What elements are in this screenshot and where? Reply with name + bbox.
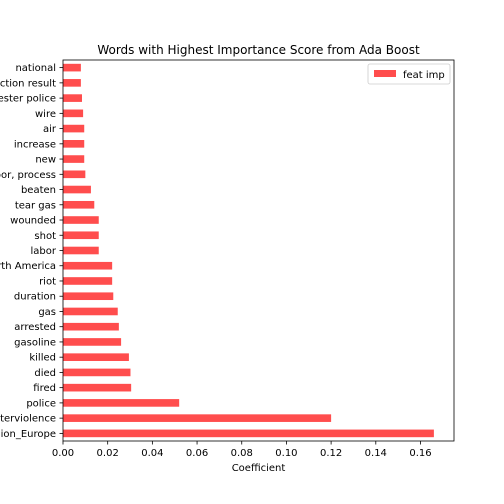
- y-tick-label: shot: [34, 231, 56, 242]
- y-tick-label: new: [35, 155, 56, 166]
- y-tick-label: election result: [0, 78, 56, 89]
- x-tick-label: 0.04: [141, 448, 163, 459]
- bars-group: [63, 63, 434, 438]
- bar: [63, 216, 99, 224]
- bar: [63, 63, 81, 72]
- y-tick-label: protesterviolence: [0, 414, 56, 425]
- x-tick-label: 0.12: [320, 448, 342, 459]
- bar: [63, 124, 85, 133]
- y-tick-label: wounded: [10, 216, 56, 227]
- y-tick-label: region_North America: [0, 261, 56, 272]
- bar: [63, 170, 86, 179]
- x-tick-label: 0.14: [365, 448, 387, 459]
- bar: [63, 322, 119, 331]
- y-tick-label: gasoline: [14, 337, 56, 348]
- y-tick-label: region_Europe: [0, 429, 56, 440]
- bar: [63, 231, 99, 240]
- bar: [63, 109, 84, 118]
- x-axis-ticks: 0.00 0.02 0.04 0.06 0.08 0.10 0.12 0.14 0.16: [52, 441, 432, 459]
- y-tick-label: duration: [14, 292, 56, 303]
- bar: [63, 399, 180, 407]
- y-tick-label: protester police: [0, 94, 56, 105]
- y-tick-label: killed: [29, 353, 56, 364]
- x-tick-label: 0.00: [52, 448, 74, 459]
- bar: [63, 383, 132, 392]
- y-tick-label: riot: [39, 276, 56, 287]
- y-tick-label: died: [34, 368, 56, 379]
- y-tick-label: tear gas: [15, 200, 56, 211]
- x-tick-label: 0.10: [275, 448, 297, 459]
- bar: [63, 353, 129, 361]
- y-tick-label: wire: [35, 109, 56, 120]
- bar: [63, 94, 82, 102]
- bar: [63, 429, 434, 438]
- y-tick-label: labor: [31, 246, 57, 257]
- bar: [63, 307, 118, 316]
- y-tick-label: increase: [14, 139, 56, 150]
- bar: [63, 155, 85, 163]
- bar: [63, 368, 131, 377]
- bar: [63, 140, 85, 148]
- bar: [63, 261, 113, 270]
- y-tick-label: beaten: [21, 185, 56, 196]
- x-axis-label: Coefficient: [232, 463, 286, 474]
- x-tick-label: 0.16: [409, 448, 431, 459]
- legend: feat imp: [367, 63, 451, 85]
- y-tick-label: police: [26, 398, 56, 409]
- x-tick-label: 0.02: [97, 448, 119, 459]
- y-axis-ticks: region_Europe protesterviolence police fire…: [0, 63, 63, 440]
- legend-label: feat imp: [403, 70, 445, 81]
- y-tick-label: fired: [33, 383, 56, 394]
- y-tick-label: national: [15, 63, 56, 74]
- legend-swatch: [374, 70, 396, 77]
- y-tick-label: arrested: [14, 322, 56, 333]
- plot-frame: [62, 59, 455, 442]
- y-tick-label: air: [43, 124, 57, 135]
- bar: [63, 292, 114, 301]
- bar: [63, 200, 95, 209]
- y-tick-label: gas: [38, 307, 56, 318]
- bar: [63, 246, 99, 255]
- chart-title: Words with Highest Importance Score from…: [97, 43, 420, 57]
- x-tick-label: 0.06: [186, 448, 208, 459]
- bar: [63, 79, 81, 87]
- bar: [63, 414, 332, 422]
- legend-frame: [367, 63, 451, 85]
- bar: [63, 277, 113, 285]
- y-tick-label: labor, process: [0, 170, 56, 181]
- x-tick-label: 0.08: [231, 448, 253, 459]
- bar: [63, 338, 122, 346]
- bar: [63, 185, 91, 194]
